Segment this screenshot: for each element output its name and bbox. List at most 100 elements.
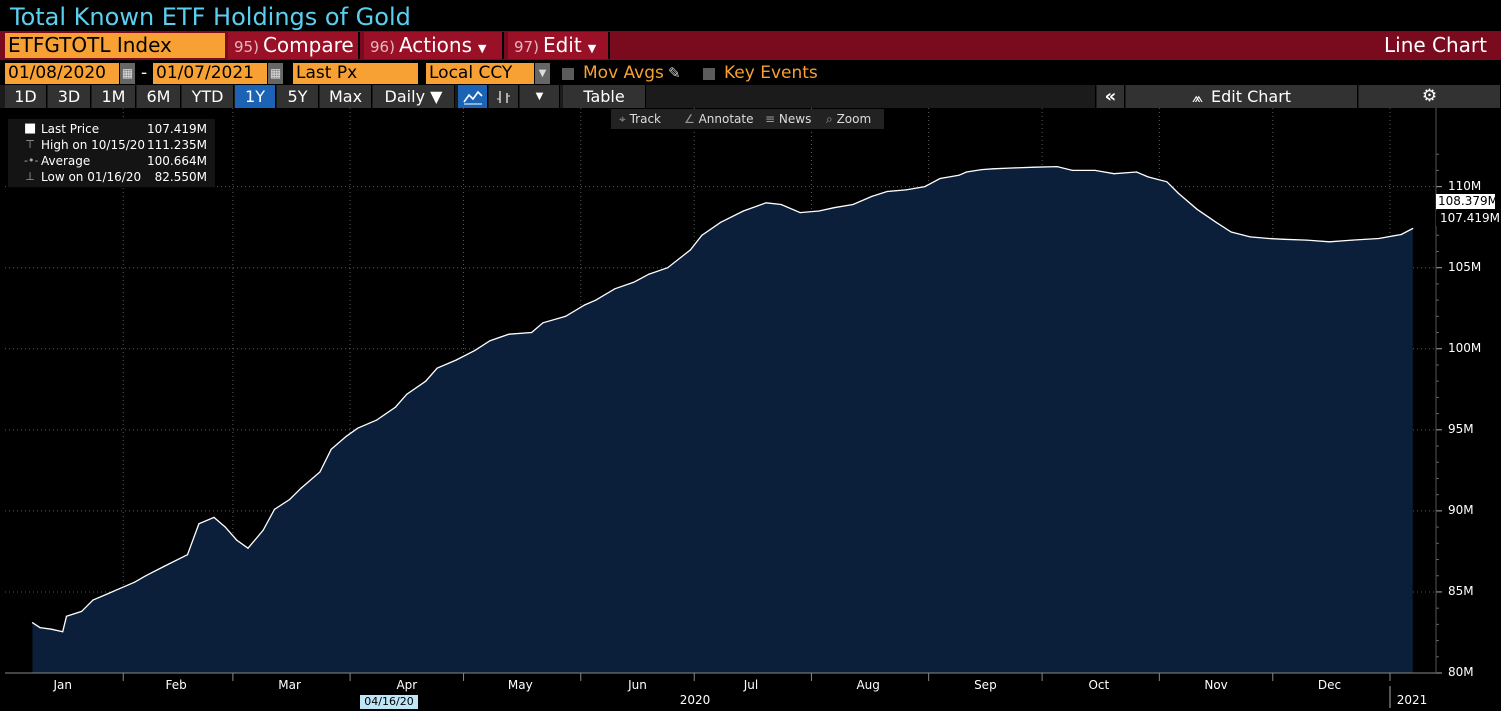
period-5y[interactable]: 5Y: [277, 85, 319, 108]
y-tick-label: 80M: [1448, 665, 1474, 679]
data-point: [300, 487, 302, 489]
data-point: [65, 615, 68, 617]
legend-high: ⊤ High on 10/15/20 111.235M: [8, 137, 215, 153]
x-month-label: Nov: [1204, 678, 1228, 692]
chevron-down-icon[interactable]: ▼: [535, 63, 550, 84]
period-1y[interactable]: 1Y: [235, 85, 276, 108]
data-point: [765, 202, 767, 204]
series-area: [32, 166, 1413, 673]
data-point: [247, 547, 249, 549]
data-point: [376, 419, 378, 421]
chevron-down-icon[interactable]: ▼: [520, 85, 560, 108]
data-point: [1113, 173, 1115, 175]
x-month-label: Apr: [396, 678, 418, 692]
mov-avgs-label: Mov Avgs: [583, 63, 664, 83]
compare-label: Compare: [262, 33, 354, 57]
actions-number: 96): [370, 38, 395, 56]
chart-legend: ■ Last Price 107.419M ⊤ High on 10/15/20…: [8, 119, 215, 187]
data-point: [981, 169, 983, 171]
period-1d[interactable]: 1D: [5, 85, 47, 108]
data-point: [118, 588, 120, 590]
table-button[interactable]: Table: [563, 85, 646, 108]
gear-icon[interactable]: ⚙: [1359, 85, 1501, 108]
edit-button[interactable]: 97) Edit ▼: [508, 32, 610, 59]
chart-edit-icon: ⩕: [1191, 90, 1203, 106]
data-point: [852, 203, 854, 206]
data-point: [186, 554, 189, 556]
edit-chart-button[interactable]: ⩕ Edit Chart: [1126, 85, 1358, 108]
frequency-label: Daily: [384, 87, 426, 106]
data-point: [1011, 167, 1013, 169]
period-max[interactable]: Max: [320, 85, 372, 108]
data-point: [886, 190, 888, 193]
options-bar: 01/08/2020 ▦ - 01/07/2021 ▦ Last Px Loca…: [0, 62, 1501, 84]
data-point: [1268, 237, 1270, 240]
news-tool[interactable]: ≡ News: [765, 109, 811, 129]
currency-select[interactable]: Local CCY: [426, 63, 534, 84]
data-point: [50, 628, 53, 630]
ticker-field[interactable]: ETFGTOTL Index: [5, 33, 225, 58]
zoom-label: Zoom: [836, 112, 872, 126]
data-point: [330, 448, 332, 450]
legend-high-value: 111.235M: [147, 138, 207, 152]
track-label: Track: [629, 112, 661, 126]
actions-label: Actions: [398, 33, 473, 57]
compare-number: 95): [234, 38, 259, 56]
field-select[interactable]: Last Px: [293, 63, 418, 84]
zoom-tool[interactable]: ⌕ Zoom: [826, 109, 871, 129]
x-axis: [5, 108, 1437, 708]
data-point: [134, 581, 136, 583]
pencil-icon[interactable]: ✎: [668, 64, 681, 82]
year-label-2021: 2021: [1396, 693, 1428, 707]
toolbar-spacer: [646, 85, 1096, 108]
year-label-2020: 2020: [679, 693, 711, 707]
data-point: [425, 380, 427, 382]
annotate-tool[interactable]: ∠ Annotate: [684, 109, 754, 129]
chevron-down-icon: ▼: [587, 42, 597, 55]
frequency-select[interactable]: Daily ▼: [373, 85, 455, 108]
data-point: [1071, 169, 1073, 171]
key-events-checkbox[interactable]: [703, 68, 715, 80]
legend-low-value: 82.550M: [154, 170, 207, 184]
chevron-down-icon: ▼: [430, 87, 443, 106]
y-tick-label: 100M: [1448, 340, 1482, 355]
data-point: [689, 249, 692, 251]
command-bar: ETFGTOTL Index 95) Compare 96) Actions ▼ 97…: [0, 31, 1501, 60]
data-point: [595, 299, 597, 301]
legend-average-label: Average: [41, 154, 91, 168]
legend-last-label: Last Price: [41, 122, 100, 136]
calendar-icon[interactable]: ▦: [268, 63, 283, 84]
start-date-field[interactable]: 01/08/2020: [5, 63, 119, 84]
data-point: [531, 331, 533, 334]
mov-avgs-checkbox[interactable]: [562, 68, 574, 80]
compare-button[interactable]: 95) Compare: [228, 32, 360, 59]
period-6m[interactable]: 6M: [137, 85, 181, 108]
legend-last: ■ Last Price 107.419M: [8, 121, 215, 137]
period-1m[interactable]: 1M: [92, 85, 136, 108]
data-point: [992, 168, 994, 170]
data-point: [1378, 237, 1380, 240]
actions-button[interactable]: 96) Actions ▼: [364, 32, 504, 59]
data-point: [1215, 221, 1217, 223]
collapse-icon[interactable]: «: [1097, 85, 1125, 108]
data-point: [958, 174, 960, 176]
data-point: [273, 508, 276, 510]
x-month-label: Mar: [278, 678, 301, 692]
period-3d[interactable]: 3D: [48, 85, 91, 108]
data-point: [236, 539, 238, 541]
data-point: [799, 212, 801, 214]
x-month-label: Feb: [165, 678, 187, 692]
data-point: [818, 210, 820, 212]
calendar-icon[interactable]: ▦: [120, 63, 135, 84]
data-point: [357, 427, 359, 429]
line-chart-icon[interactable]: [458, 85, 488, 108]
period-ytd[interactable]: YTD: [182, 85, 234, 108]
track-tool[interactable]: ⌖ Track: [619, 109, 661, 129]
bar-chart-icon[interactable]: [489, 85, 519, 108]
chart-type-label[interactable]: Line Chart: [1384, 33, 1487, 57]
date-separator: -: [141, 63, 148, 83]
data-point: [436, 367, 438, 369]
end-date-field[interactable]: 01/07/2021: [153, 63, 267, 84]
data-point: [939, 177, 941, 180]
x-month-label: Dec: [1317, 678, 1342, 692]
